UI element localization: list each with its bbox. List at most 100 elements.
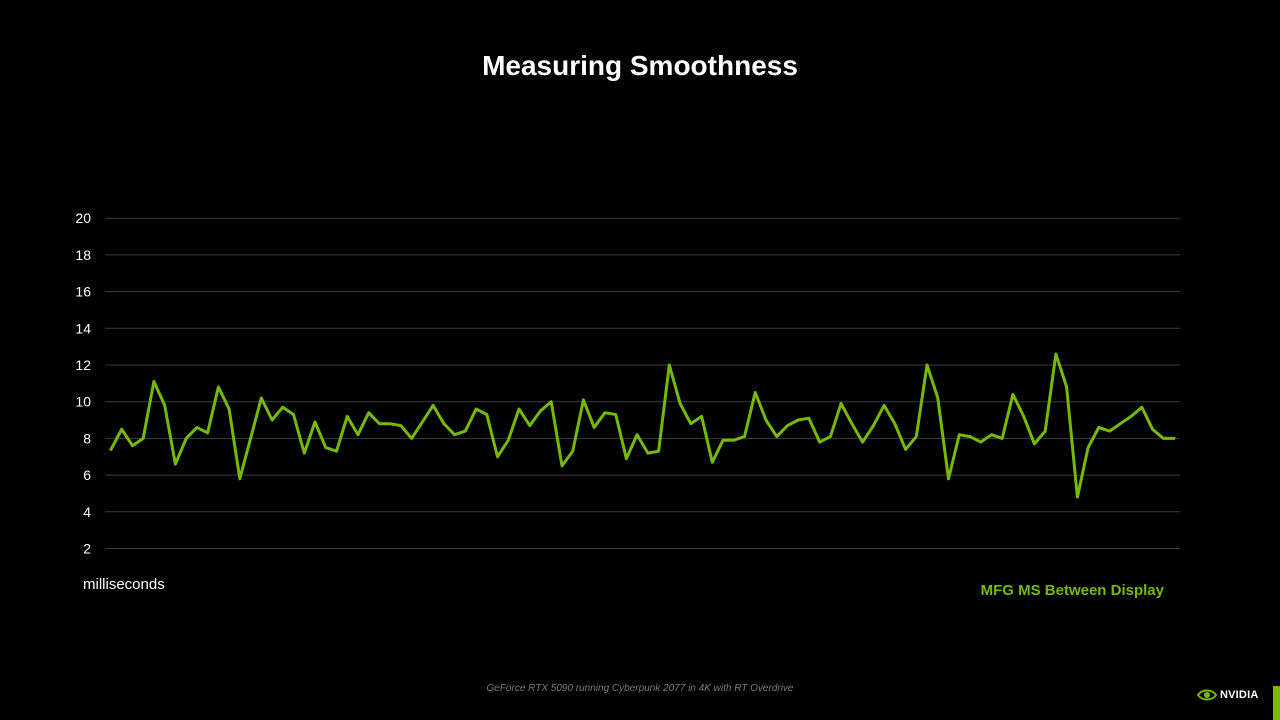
data-point [797,418,800,422]
data-point [367,411,370,414]
data-point [238,477,241,480]
data-point [861,440,864,444]
legend-series-name: MFG MS Between Display [980,582,1164,599]
y-tick-label: 14 [75,320,91,336]
y-tick-label: 16 [75,284,91,300]
data-point [904,448,907,451]
data-point [550,400,553,403]
data-point [335,450,338,453]
grid-lines [105,217,1180,549]
data-point [464,429,467,433]
data-point [324,446,327,449]
data-point [431,404,435,407]
data-point [1022,415,1025,418]
y-tick-label: 8 [83,430,91,446]
data-point [142,437,145,440]
data-point [1129,415,1133,418]
data-point [936,396,939,400]
data-point [399,424,403,427]
data-point [614,413,617,416]
data-point [958,433,961,436]
data-point [109,448,113,451]
footnote-caption: GeForce RTX 5090 running Cyberpunk 2077 … [486,683,794,694]
data-point [560,464,564,468]
data-point [1162,437,1165,440]
data-point [711,461,714,464]
data-point [292,413,295,416]
data-point [1033,442,1036,446]
data-point [174,462,177,466]
data-point [410,437,413,440]
data-point [1065,385,1068,389]
series-layer [109,352,1176,499]
data-point [1172,437,1176,440]
data-point [721,439,725,442]
data-point [775,435,778,438]
data-point [1108,429,1111,433]
data-point [1097,426,1101,429]
data-point [786,424,789,427]
data-point [356,433,360,436]
data-point [528,424,531,427]
data-point [206,431,209,435]
data-point [882,404,886,407]
y-tick-label: 6 [83,467,91,483]
data-point [979,440,982,444]
nvidia-eye-icon [1197,689,1217,701]
data-point [582,398,585,402]
data-point [754,391,757,394]
accent-corner-bar [1273,686,1280,720]
data-point [485,413,488,416]
data-point [625,457,628,460]
data-point [635,433,639,436]
y-tick-label: 10 [75,394,91,410]
data-point [185,437,188,440]
data-point [1140,406,1144,409]
y-axis-ticks: 2 4 6 8 10 12 14 16 18 20 [75,210,91,556]
data-point [270,418,274,422]
data-point [249,437,252,440]
data-point [1044,429,1047,433]
data-point [668,363,671,367]
data-point [1011,393,1015,396]
data-point [1054,352,1058,356]
chart-title: Measuring Smoothness [482,50,798,81]
data-point [421,420,424,424]
data-point [839,402,843,405]
data-point [818,440,821,444]
data-point [120,428,123,431]
data-point [807,417,811,420]
legend-entry: MFG MS Between Display [981,582,1164,599]
data-point [700,415,703,418]
data-point [303,451,306,455]
data-point [893,422,896,425]
data-point [507,439,510,442]
data-point [915,435,918,438]
data-point [163,404,166,407]
y-tick-label: 18 [75,247,91,263]
data-point [453,433,456,436]
data-point [732,439,735,442]
data-point [496,455,499,458]
data-point [389,422,392,425]
data-point [313,420,317,424]
data-point [227,407,231,411]
data-point [217,385,220,389]
data-point [1151,428,1154,431]
data-point [829,435,832,438]
data-point [1001,437,1004,440]
data-point [743,435,746,438]
data-point [152,380,156,383]
data-point [1086,446,1090,449]
data-point [517,407,521,411]
data-point [678,402,682,405]
series-line-0 [109,352,1176,499]
data-point [474,407,478,411]
data-point [539,409,542,413]
y-tick-label: 12 [75,357,91,373]
data-point [947,477,950,480]
data-point [195,426,199,429]
data-point [1076,495,1079,499]
data-point [689,422,692,425]
